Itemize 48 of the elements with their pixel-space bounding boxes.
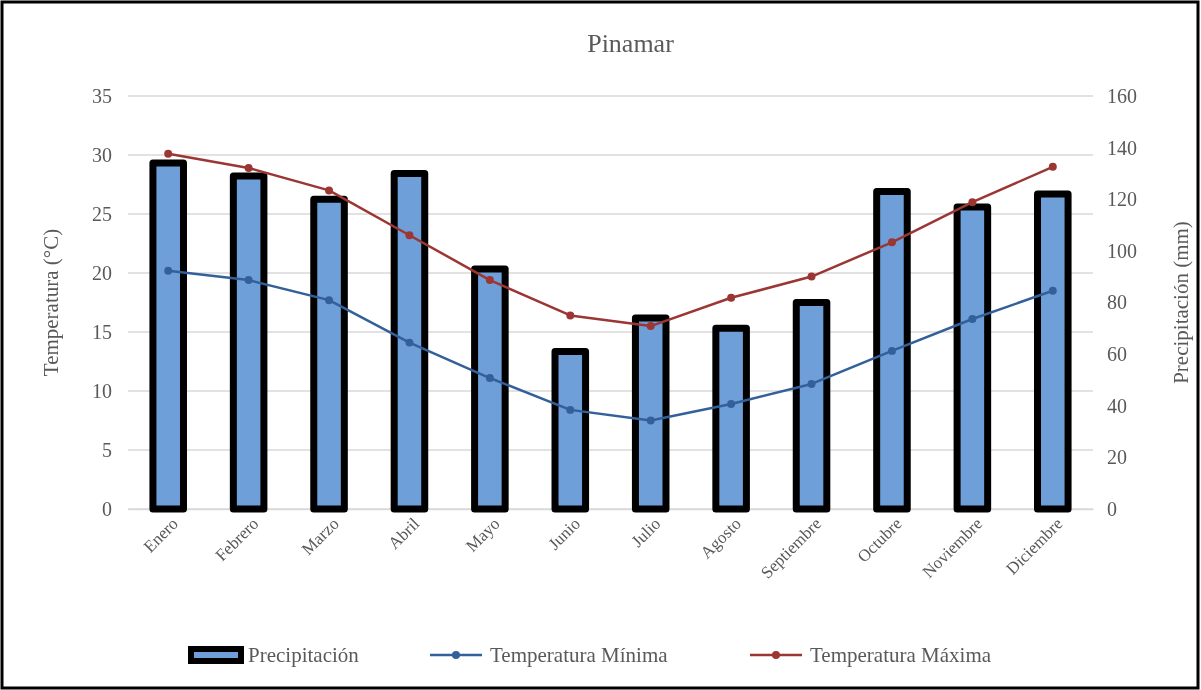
point (485, 374, 494, 382)
y-tick-label: 25 (92, 202, 112, 225)
point (807, 272, 816, 281)
point (1048, 162, 1057, 171)
chart-title: Pinamar (587, 29, 675, 58)
y-tick-label: 30 (92, 143, 112, 166)
point (727, 293, 736, 302)
legend-label: Temperatura Mínima (490, 643, 669, 668)
point (244, 276, 253, 285)
point (646, 322, 655, 331)
y2-tick-label: 140 (1107, 136, 1137, 159)
y-tick-label: 35 (92, 84, 112, 107)
point (405, 231, 414, 240)
y2-tick-label: 80 (1107, 291, 1127, 314)
point (887, 346, 896, 355)
y-tick-label: 10 (92, 379, 112, 402)
y-tick-label: 5 (102, 438, 112, 461)
y2-tick-label: 0 (1107, 497, 1117, 520)
y-tick-label: 20 (92, 261, 112, 284)
point (325, 296, 334, 305)
y2-tick-label: 160 (1107, 84, 1137, 107)
y-tick-label: 0 (102, 497, 112, 520)
point (164, 266, 173, 275)
point (968, 198, 977, 207)
y2-axis-title: Precipitación (mm) (1169, 221, 1193, 384)
point (727, 400, 736, 408)
point (968, 315, 977, 323)
point (244, 164, 253, 172)
point (566, 405, 575, 414)
legend-label: Temperatura Máxima (810, 643, 992, 668)
point (325, 186, 334, 195)
y-tick-label: 15 (92, 320, 112, 343)
y2-tick-label: 20 (1107, 446, 1127, 469)
y2-tick-label: 60 (1107, 343, 1127, 366)
legend-label: Precipitación (248, 643, 360, 668)
point (485, 276, 494, 285)
point (1048, 286, 1057, 295)
point (887, 238, 896, 247)
x-tick-label: Julio (627, 514, 665, 551)
point (405, 338, 414, 347)
y-axis-title: Temperatura (°C) (39, 228, 63, 377)
point (164, 149, 173, 158)
point (566, 311, 575, 320)
y2-tick-label: 40 (1107, 394, 1127, 417)
y2-tick-label: 120 (1107, 188, 1137, 211)
y2-tick-label: 100 (1107, 239, 1137, 262)
point (807, 379, 816, 388)
point (646, 416, 655, 425)
